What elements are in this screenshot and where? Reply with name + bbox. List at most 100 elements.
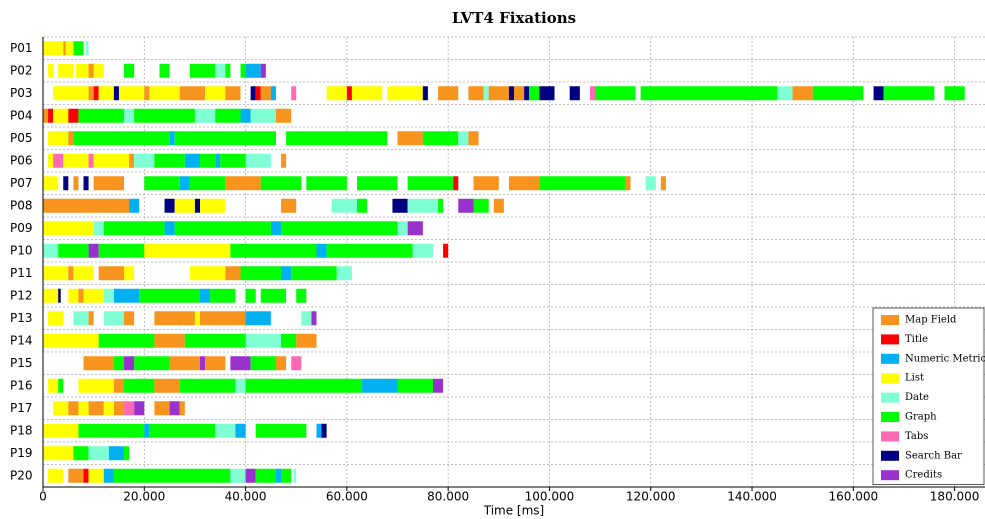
fixation <box>179 401 185 416</box>
fixation <box>514 86 525 101</box>
fixation <box>184 333 246 348</box>
fixation <box>245 333 282 348</box>
fixation <box>58 243 89 258</box>
fixation <box>43 446 74 461</box>
fixation <box>129 153 135 168</box>
fixation <box>539 86 555 101</box>
fixation <box>78 288 84 303</box>
fixation <box>260 86 271 101</box>
row-label: P09 <box>10 221 33 235</box>
fixation <box>149 423 216 438</box>
fixation <box>453 176 459 191</box>
fixation <box>270 221 282 236</box>
fixation <box>73 131 170 146</box>
fixation <box>113 378 125 393</box>
fixation <box>260 176 302 191</box>
fixation <box>220 153 246 168</box>
fixation <box>43 108 49 123</box>
legend-swatch <box>881 412 899 422</box>
fixation <box>255 423 307 438</box>
fixation <box>331 198 357 213</box>
fixation <box>98 86 114 101</box>
fixation <box>189 63 216 78</box>
fixation <box>53 108 69 123</box>
fixation <box>43 423 79 438</box>
legend-swatch <box>881 353 899 364</box>
row-label: P10 <box>10 243 33 257</box>
fixation <box>640 86 778 101</box>
fixation <box>458 131 469 146</box>
fixation <box>93 86 99 101</box>
row-label: P07 <box>10 176 33 190</box>
fixation <box>281 198 297 213</box>
fixation <box>281 333 297 348</box>
fixation <box>230 356 251 371</box>
fixation <box>124 356 135 371</box>
row-label: P06 <box>10 153 33 167</box>
fixation <box>422 86 428 101</box>
fixation <box>43 221 94 236</box>
fixation <box>397 131 423 146</box>
fixation <box>336 266 352 281</box>
fixation <box>43 41 64 56</box>
fixation <box>88 311 94 326</box>
row-label: P05 <box>10 131 33 145</box>
fixation <box>529 86 540 101</box>
row-label: P04 <box>10 108 33 122</box>
fixation <box>149 86 180 101</box>
fixation <box>245 378 363 393</box>
fixation <box>508 176 540 191</box>
fixation <box>63 41 66 56</box>
fixation <box>78 423 145 438</box>
fixation <box>68 108 79 123</box>
fixation <box>407 198 439 213</box>
fixation <box>296 333 317 348</box>
fixation <box>194 198 200 213</box>
fixation <box>83 288 104 303</box>
fixation <box>53 86 89 101</box>
fixation <box>316 243 327 258</box>
x-tick-label: 20.000 <box>123 490 165 504</box>
fixation <box>88 468 104 483</box>
fixation <box>83 468 89 483</box>
fixation <box>118 86 145 101</box>
fixation <box>215 63 226 78</box>
fixation <box>240 108 251 123</box>
fixation <box>260 288 287 303</box>
fixation <box>174 131 276 146</box>
fixation <box>134 153 155 168</box>
fixation <box>286 131 388 146</box>
fixation <box>73 41 84 56</box>
fixation <box>63 176 69 191</box>
fixation <box>281 221 398 236</box>
row-label: P18 <box>10 423 33 437</box>
fixation <box>124 63 135 78</box>
fixation <box>68 288 79 303</box>
fixation <box>48 378 59 393</box>
x-tick-label: 80.000 <box>427 490 469 504</box>
fixation <box>134 108 195 123</box>
row-label: P14 <box>10 333 33 347</box>
x-tick-label: 160.000 <box>829 490 879 504</box>
legend-swatch <box>881 315 899 325</box>
fixation <box>488 86 509 101</box>
fixation <box>103 221 165 236</box>
fixation <box>184 153 200 168</box>
fixation <box>230 468 246 483</box>
fixation <box>275 468 282 483</box>
fixation <box>174 198 195 213</box>
fixation <box>144 243 231 258</box>
fixation <box>422 131 459 146</box>
row-label: P08 <box>10 198 33 212</box>
fixation <box>200 153 216 168</box>
legend-swatch <box>881 450 899 461</box>
fixation <box>245 311 271 326</box>
fixation <box>93 153 130 168</box>
fixation <box>407 176 454 191</box>
fixation <box>291 356 302 371</box>
fixation <box>595 86 636 101</box>
fixation <box>88 153 94 168</box>
fixation <box>235 423 246 438</box>
x-tick-label: 0 <box>39 490 47 504</box>
fixation <box>326 243 413 258</box>
